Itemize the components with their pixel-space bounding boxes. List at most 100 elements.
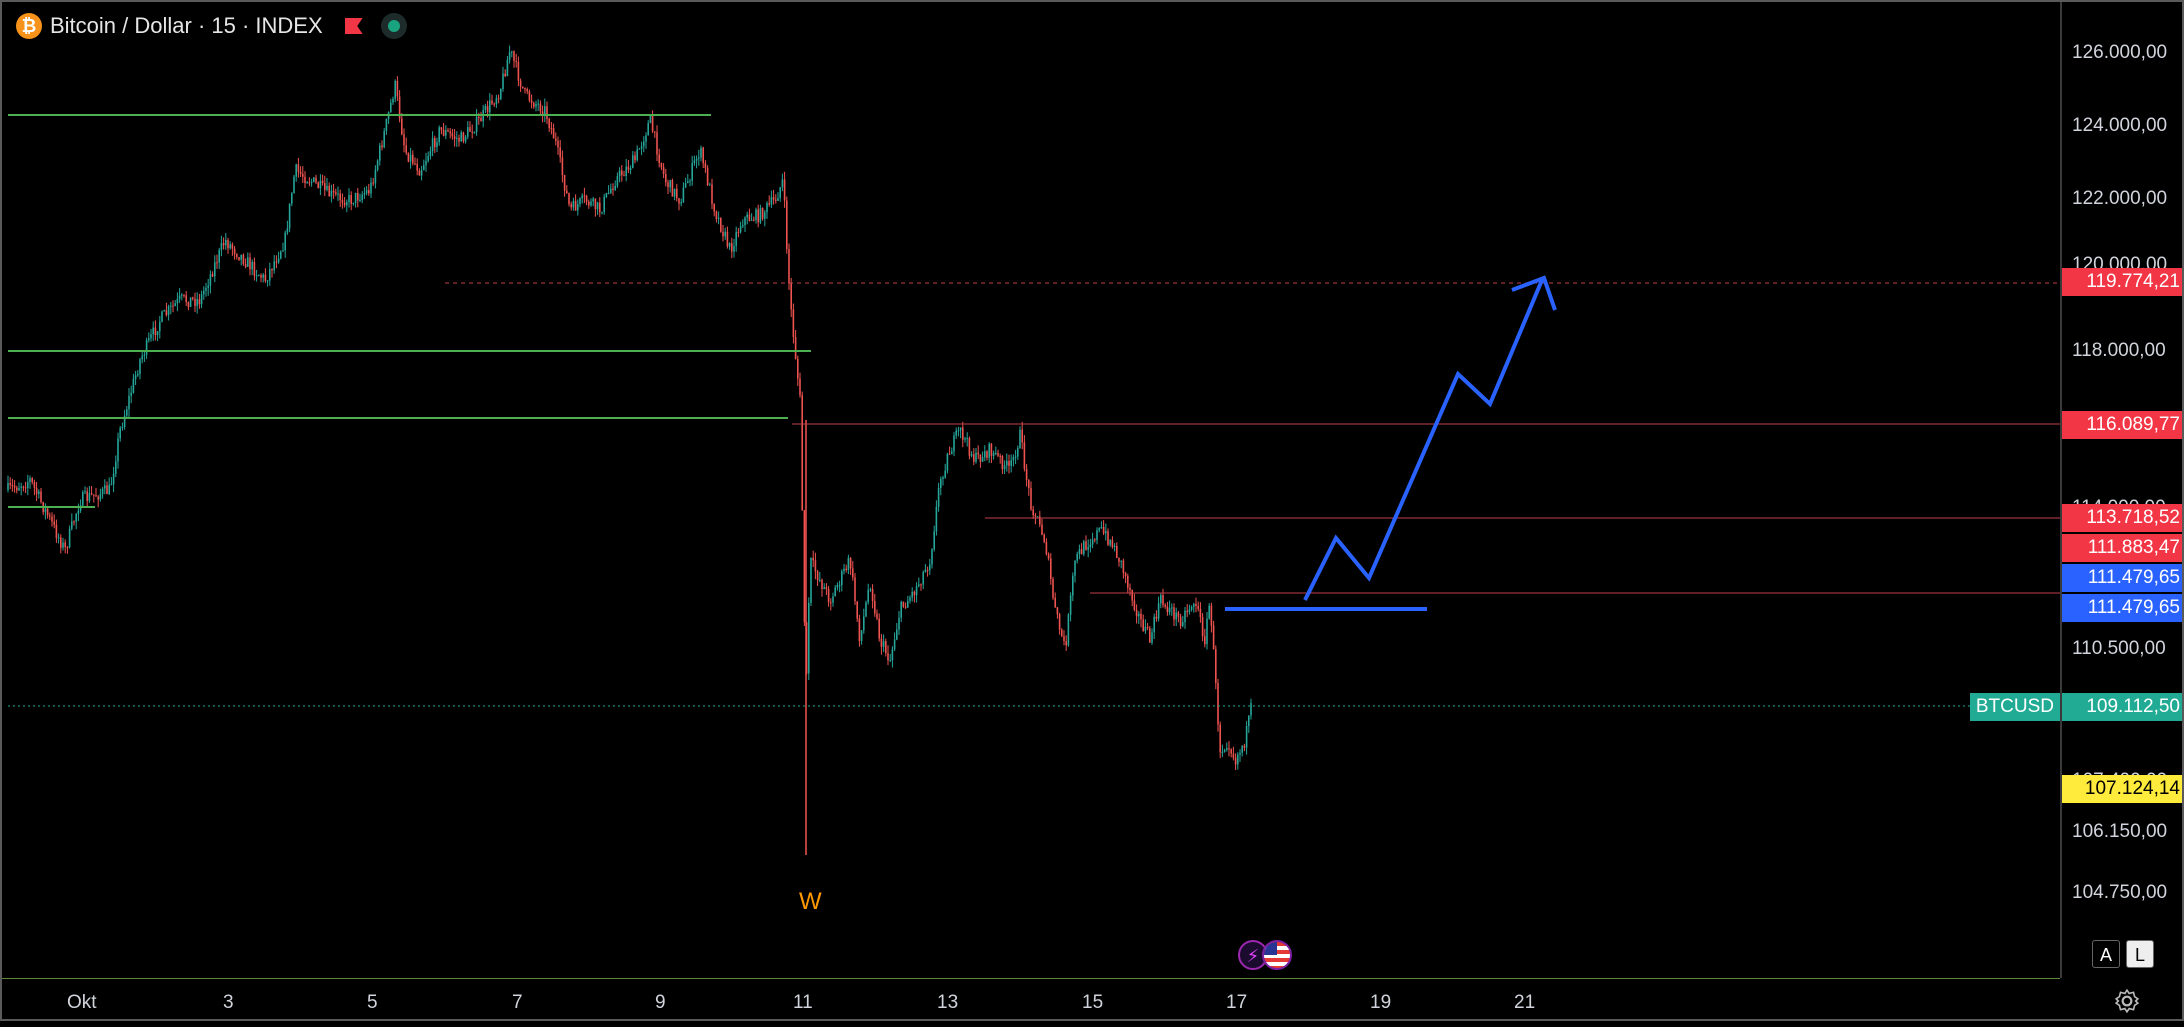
candle-body	[1190, 606, 1193, 610]
candle-body	[365, 190, 368, 194]
candle-body	[1120, 560, 1122, 562]
candle-body	[1021, 429, 1023, 443]
price-axis[interactable]: 126.000,00 124.000,00 122.000,00 120.000…	[2060, 0, 2184, 978]
candle-body	[552, 128, 555, 139]
log-scale-button[interactable]: L	[2126, 940, 2154, 968]
candle-body	[858, 618, 861, 641]
candle-body	[717, 217, 720, 219]
candle-body	[704, 163, 707, 168]
candle-body	[258, 275, 260, 277]
candle-body	[1230, 749, 1232, 754]
candle-body	[44, 508, 47, 513]
candle-body	[194, 298, 196, 306]
price-tag-low[interactable]: 107.124,14	[2062, 775, 2184, 803]
candle-body	[405, 145, 407, 153]
event-markers[interactable]: ⚡	[1238, 940, 1292, 970]
time-axis[interactable]: Okt 3 5 7 9 11 13 15 17 19 21	[0, 978, 2060, 1022]
candle-body	[1069, 595, 1072, 615]
candle-body	[1087, 547, 1089, 550]
candle-body	[647, 123, 649, 136]
price-chart-canvas[interactable]	[0, 0, 2060, 978]
candle-body	[1250, 703, 1252, 716]
candle-body	[1096, 530, 1098, 541]
price-tag-resistance[interactable]: 113.718,52	[2062, 504, 2184, 532]
candle-body	[561, 157, 564, 176]
price-tag-entry[interactable]: 111.479,65	[2062, 564, 2184, 592]
candle-body	[343, 202, 346, 206]
us-flag-icon[interactable]	[1262, 940, 1292, 970]
candle-body	[385, 118, 388, 132]
candle-body	[1001, 455, 1004, 470]
candle-body	[57, 537, 60, 539]
symbol-title[interactable]: Bitcoin / Dollar · 15 · INDEX	[50, 13, 323, 38]
candle-body	[1215, 649, 1217, 683]
price-tag-current[interactable]: 109.112,50	[2062, 693, 2184, 721]
market-status-icon[interactable]	[380, 13, 407, 39]
candle-body	[750, 219, 753, 221]
candle-body	[370, 182, 372, 194]
price-tag-resistance[interactable]: 111.883,47	[2062, 534, 2184, 562]
candle-body	[1195, 603, 1197, 606]
candle-body	[148, 338, 150, 341]
price-tag-entry[interactable]: 111.479,65	[2062, 594, 2184, 622]
candle-body	[937, 487, 940, 507]
candle-body	[702, 147, 704, 164]
price-tag-resistance[interactable]: 116.089,77	[2062, 411, 2184, 439]
candle-body	[383, 131, 385, 148]
candle-body	[205, 287, 207, 291]
candle-body	[607, 192, 610, 194]
candle-body	[18, 487, 20, 491]
candle-body	[1142, 619, 1144, 632]
candle-body	[614, 185, 616, 190]
projection-arrowhead[interactable]	[1511, 275, 1557, 311]
candle-body	[489, 100, 491, 113]
candle-body	[1204, 636, 1206, 645]
candle-body	[315, 177, 317, 183]
candle-body	[207, 285, 209, 288]
candle-body	[1014, 456, 1017, 458]
candle-body	[394, 81, 396, 99]
candle-body	[159, 321, 161, 332]
candle-body	[1197, 605, 1199, 609]
candle-body	[1047, 554, 1050, 559]
candle-body	[1074, 560, 1076, 576]
candle-body	[282, 250, 284, 252]
candle-body	[814, 560, 817, 572]
candle-body	[691, 162, 693, 181]
candle-body	[473, 131, 476, 133]
candle-body	[522, 86, 524, 88]
candle-body	[621, 170, 623, 176]
projection-path[interactable]	[1303, 279, 1544, 601]
candle-body	[46, 508, 49, 516]
price-tag-target[interactable]: 119.774,21	[2062, 268, 2184, 296]
flag-icon[interactable]	[344, 18, 363, 34]
auto-scale-button[interactable]: A	[2092, 940, 2120, 968]
candle-body	[150, 334, 152, 339]
candle-body	[1223, 749, 1226, 753]
candle-body	[462, 132, 465, 142]
candle-body	[231, 244, 234, 249]
chart-plot-area[interactable]: ₿ Bitcoin / Dollar · 15 · INDEX W ⚡	[0, 0, 2060, 978]
candle-body	[585, 196, 588, 202]
symbol-legend[interactable]: ₿ Bitcoin / Dollar · 15 · INDEX	[16, 10, 407, 42]
candle-body	[1063, 636, 1065, 642]
candle-body	[68, 528, 71, 548]
wave-label[interactable]: W	[799, 888, 822, 915]
candle-body	[269, 269, 271, 281]
candle-body	[478, 116, 480, 119]
price-axis-scale: 126.000,00 124.000,00 122.000,00 120.000…	[2072, 42, 2167, 903]
candle-body	[885, 641, 887, 654]
gear-icon[interactable]	[2114, 988, 2140, 1014]
candle-body	[218, 249, 220, 263]
candle-body	[1008, 460, 1010, 466]
candle-body	[262, 274, 264, 278]
candle-body	[568, 193, 570, 205]
symbol-tag[interactable]: BTCUSD	[1969, 693, 2060, 721]
candle-body	[1160, 595, 1162, 604]
candle-body	[174, 303, 176, 306]
candle-body	[825, 587, 828, 590]
candle-body	[1212, 625, 1215, 650]
candle-body	[671, 180, 674, 197]
candle-body	[656, 132, 658, 155]
